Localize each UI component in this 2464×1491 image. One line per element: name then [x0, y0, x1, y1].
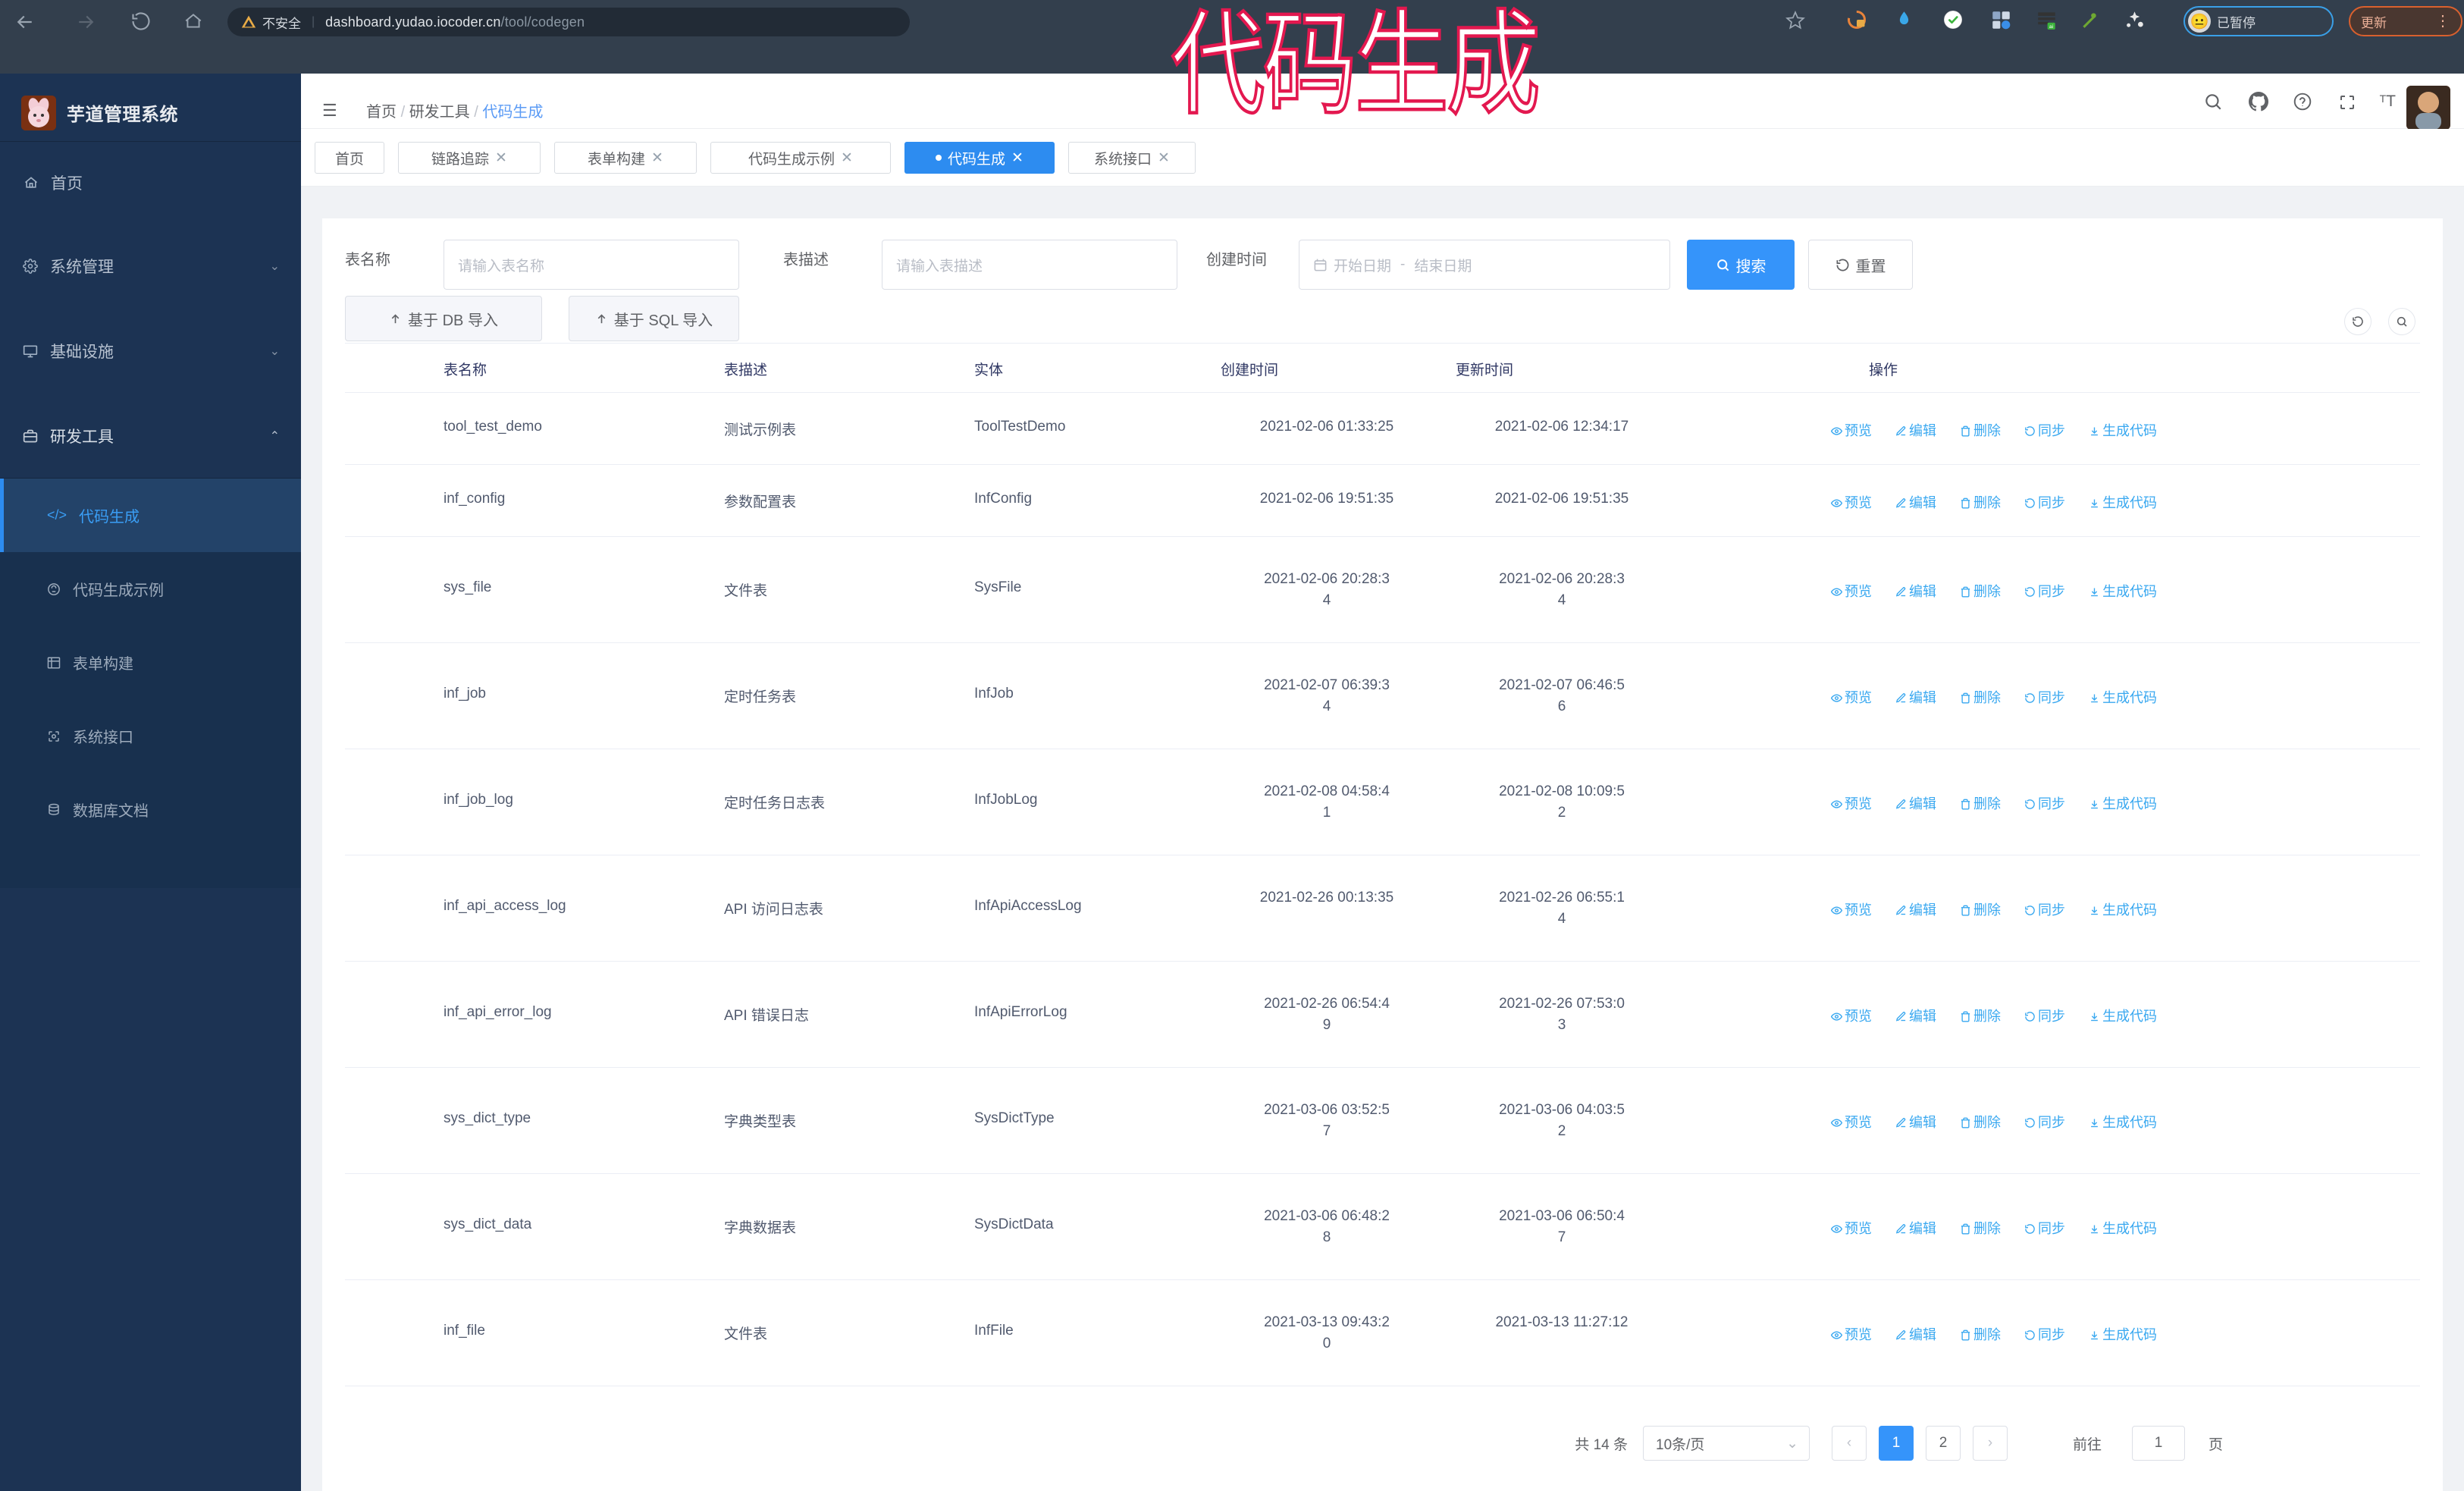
svg-text:ai: ai: [2049, 24, 2054, 30]
